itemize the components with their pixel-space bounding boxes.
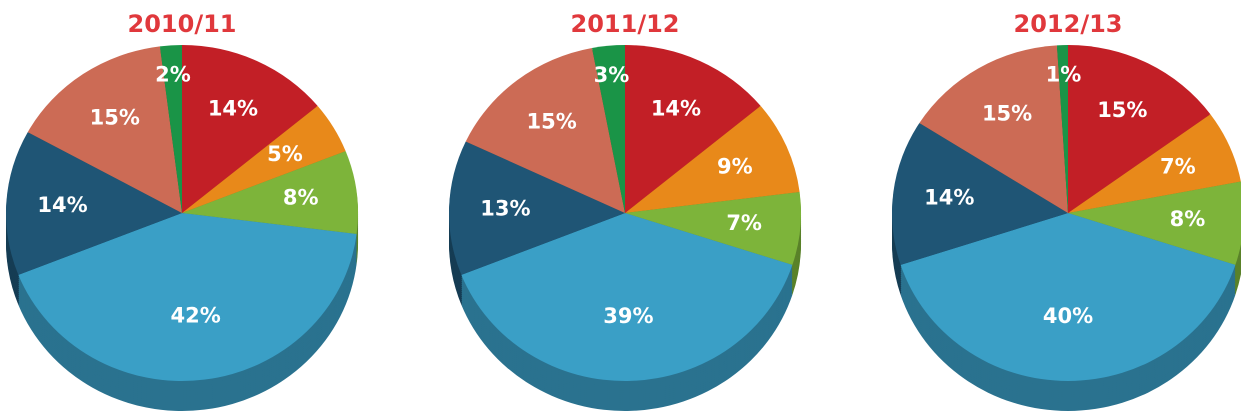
data-label: 3% [594,63,630,87]
data-label: 5% [267,142,303,166]
data-label: 2% [155,63,191,87]
pie-slice [1068,45,1211,213]
data-label: 9% [717,155,753,179]
data-label: 15% [527,110,577,134]
data-label: 8% [1170,207,1206,231]
data-label: 8% [283,186,319,210]
data-label: 15% [90,106,140,130]
pie-slice [1068,114,1241,213]
data-label: 1% [1046,62,1082,86]
chart-title: 2010/11 [128,10,237,38]
data-label: 7% [1160,155,1196,179]
data-label: 15% [1097,98,1147,122]
pie-slice [900,213,1236,382]
pie-slice [182,151,358,235]
pie-slice [919,45,1068,213]
data-label: 40% [1043,304,1093,328]
data-label: 14% [37,193,87,217]
chart-title: 2012/13 [1014,10,1123,38]
pie-slice [182,105,346,213]
pie-slice [625,45,761,213]
pie-slice [449,141,625,275]
data-label: 7% [726,211,762,235]
data-label: 15% [982,102,1032,126]
data-label: 39% [603,304,653,328]
pie-slice [625,191,802,265]
data-label: 42% [171,303,221,327]
pie-slice [27,46,183,213]
pie-slice [18,213,357,381]
data-label: 14% [651,97,701,121]
pie-slice [465,47,625,214]
pie-slice [182,45,318,213]
pie-slice [592,45,625,213]
data-label: 14% [924,186,974,210]
chart-title: 2011/12 [571,10,680,38]
pie-slice [1056,45,1068,213]
pie-slice [6,132,182,275]
pie-slice [892,122,1068,265]
pie-slice [461,213,793,381]
data-label: 14% [208,97,258,121]
data-label: 13% [480,196,530,220]
pie-slice [625,105,800,213]
pie-slice [159,45,182,213]
pie-slice [1068,181,1241,265]
